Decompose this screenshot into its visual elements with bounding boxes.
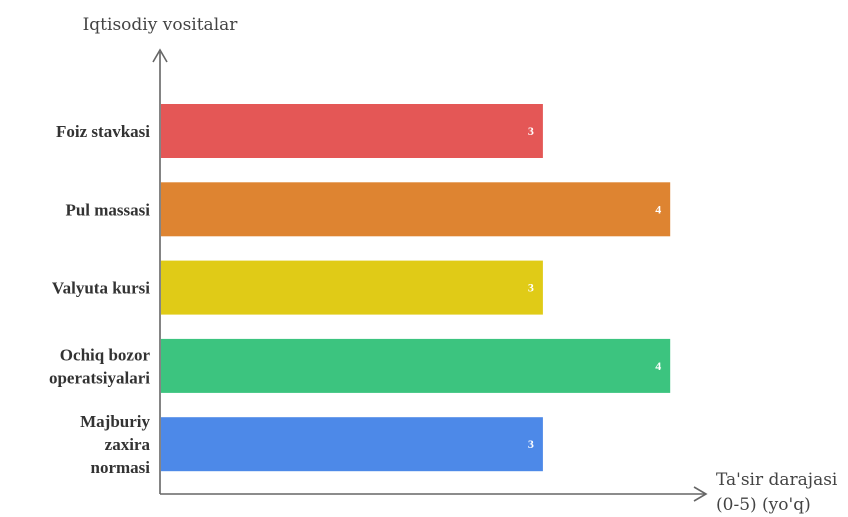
- x-axis-title-line-1: Ta'sir darajasi: [716, 470, 838, 490]
- bar-2: [161, 182, 671, 237]
- y-axis-title: Iqtisodiy vositalar: [83, 15, 239, 35]
- bar-value-label-4: 4: [655, 359, 661, 373]
- x-axis-title-line-2: (0-5) (yo'q): [716, 495, 811, 515]
- category-label-5-line-3: normasi: [91, 458, 151, 477]
- bar-3: [161, 260, 543, 315]
- bar-1: [161, 104, 543, 158]
- bar-value-label-3: 3: [528, 281, 534, 295]
- category-label-3-line-1: Valyuta kursi: [52, 279, 150, 298]
- x-axis-arrow: [693, 486, 708, 502]
- y-axis-arrow: [152, 48, 168, 63]
- bars-group: 3 Foiz stavkasi 4 Pul massasi 3 Valyuta kursi…: [49, 104, 671, 477]
- bar-value-label-5: 3: [528, 437, 534, 451]
- category-label-5-line-1: Majburiy: [80, 412, 150, 431]
- category-label-2-line-1: Pul massasi: [65, 200, 150, 219]
- category-label-4-line-2: operatsiyalari: [49, 368, 150, 387]
- category-label-4-line-1: Ochiq bozor: [60, 345, 151, 364]
- category-label-1-line-1: Foiz stavkasi: [56, 122, 150, 141]
- category-label-5-line-2: zaxira: [105, 435, 151, 454]
- bar-value-label-2: 4: [655, 202, 661, 216]
- bar-5: [161, 417, 543, 472]
- bar-value-label-1: 3: [528, 124, 534, 138]
- bar-4: [161, 338, 671, 393]
